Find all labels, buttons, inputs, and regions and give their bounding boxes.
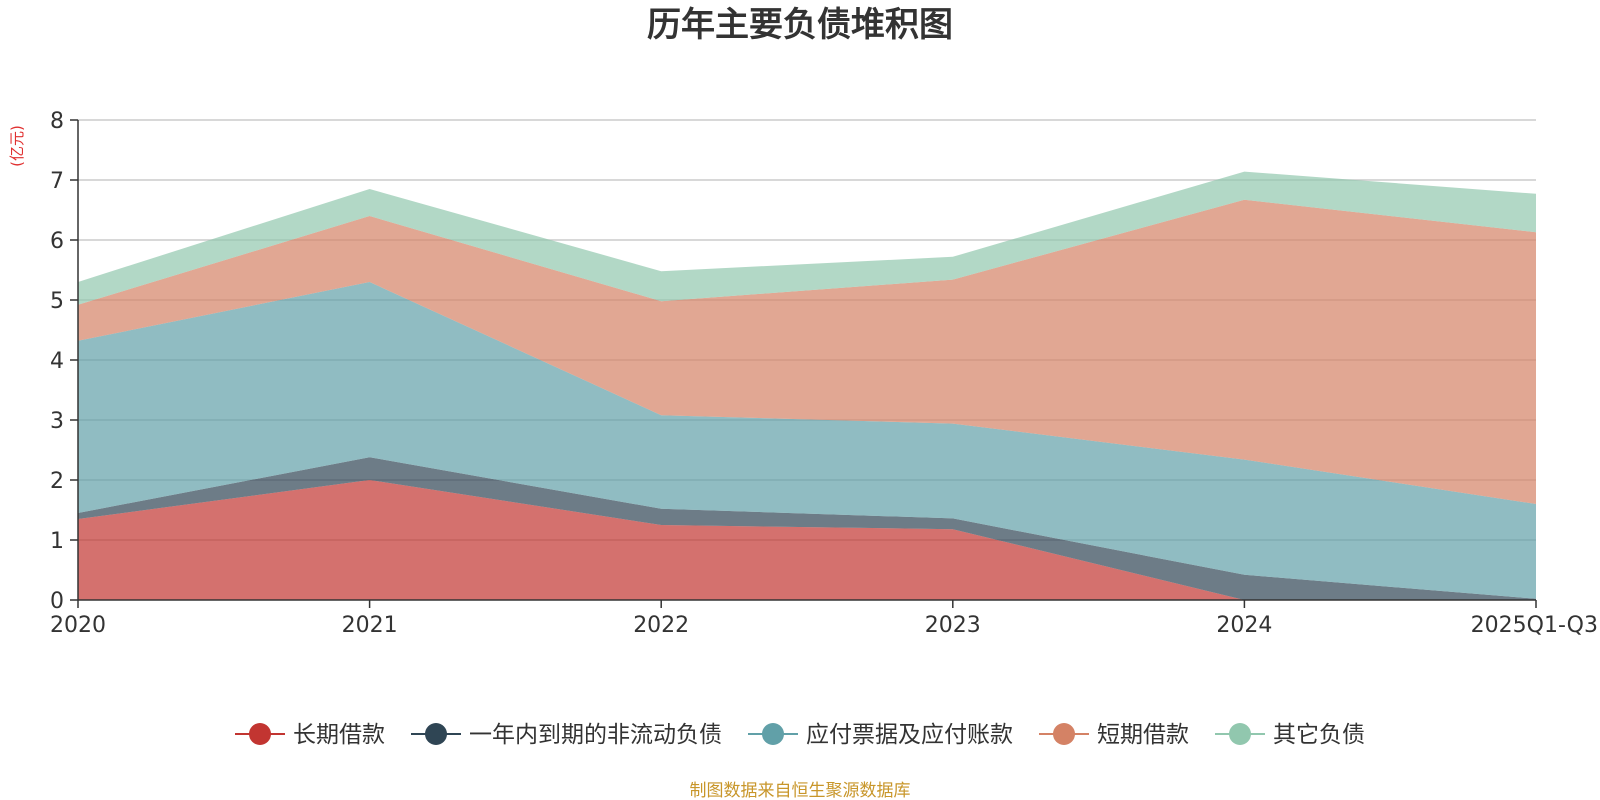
legend-item-2[interactable]: 应付票据及应付账款: [748, 722, 1013, 748]
legend-label: 短期借款: [1097, 722, 1189, 748]
area-series-3: [78, 199, 1536, 505]
legend-item-3[interactable]: 短期借款: [1039, 722, 1189, 748]
y-tick-label: 1: [50, 529, 64, 554]
legend[interactable]: 长期借款 一年内到期的非流动负债 应付票据及应付账款 短期借款 其它负债: [235, 722, 1365, 748]
legend-label: 应付票据及应付账款: [806, 722, 1013, 748]
y-tick-label: 4: [50, 349, 64, 374]
chart-title: 历年主要负债堆积图: [647, 5, 953, 45]
area-series-2: [78, 282, 1536, 599]
legend-item-4[interactable]: 其它负债: [1215, 722, 1365, 748]
x-tick-label: 2025Q1-Q3: [1471, 613, 1598, 638]
x-axis-ticks: 2020 2021 2022 2023 2024 2025Q1-Q3: [50, 600, 1598, 638]
y-tick-label: 0: [50, 589, 64, 614]
legend-item-0[interactable]: 长期借款: [235, 722, 385, 748]
legend-marker: [425, 723, 447, 745]
y-axis-unit-label: (亿元): [8, 125, 26, 167]
legend-item-1[interactable]: 一年内到期的非流动负债: [411, 722, 722, 748]
area-series-0: [78, 480, 1536, 600]
y-axis-ticks: 0 1 2 3 4 5 6 7 8: [50, 109, 78, 614]
x-tick-label: 2020: [50, 613, 106, 638]
y-tick-label: 2: [50, 469, 64, 494]
y-tick-label: 7: [50, 169, 64, 194]
y-tick-label: 8: [50, 109, 64, 134]
legend-label: 长期借款: [293, 722, 385, 748]
legend-marker: [762, 723, 784, 745]
legend-marker: [1053, 723, 1075, 745]
legend-marker: [1229, 723, 1251, 745]
x-tick-label: 2024: [1216, 613, 1272, 638]
x-tick-label: 2021: [342, 613, 398, 638]
legend-label: 其它负债: [1273, 722, 1365, 748]
x-tick-label: 2023: [925, 613, 981, 638]
data-source-note: 制图数据来自恒生聚源数据库: [690, 781, 911, 800]
area-series-group: [78, 171, 1536, 600]
area-series-4: [78, 171, 1536, 305]
y-tick-label: 3: [50, 409, 64, 434]
legend-marker: [249, 723, 271, 745]
legend-label: 一年内到期的非流动负债: [469, 722, 722, 748]
y-tick-label: 6: [50, 229, 64, 254]
x-tick-label: 2022: [633, 613, 689, 638]
area-series-1: [78, 457, 1536, 600]
y-tick-label: 5: [50, 289, 64, 314]
